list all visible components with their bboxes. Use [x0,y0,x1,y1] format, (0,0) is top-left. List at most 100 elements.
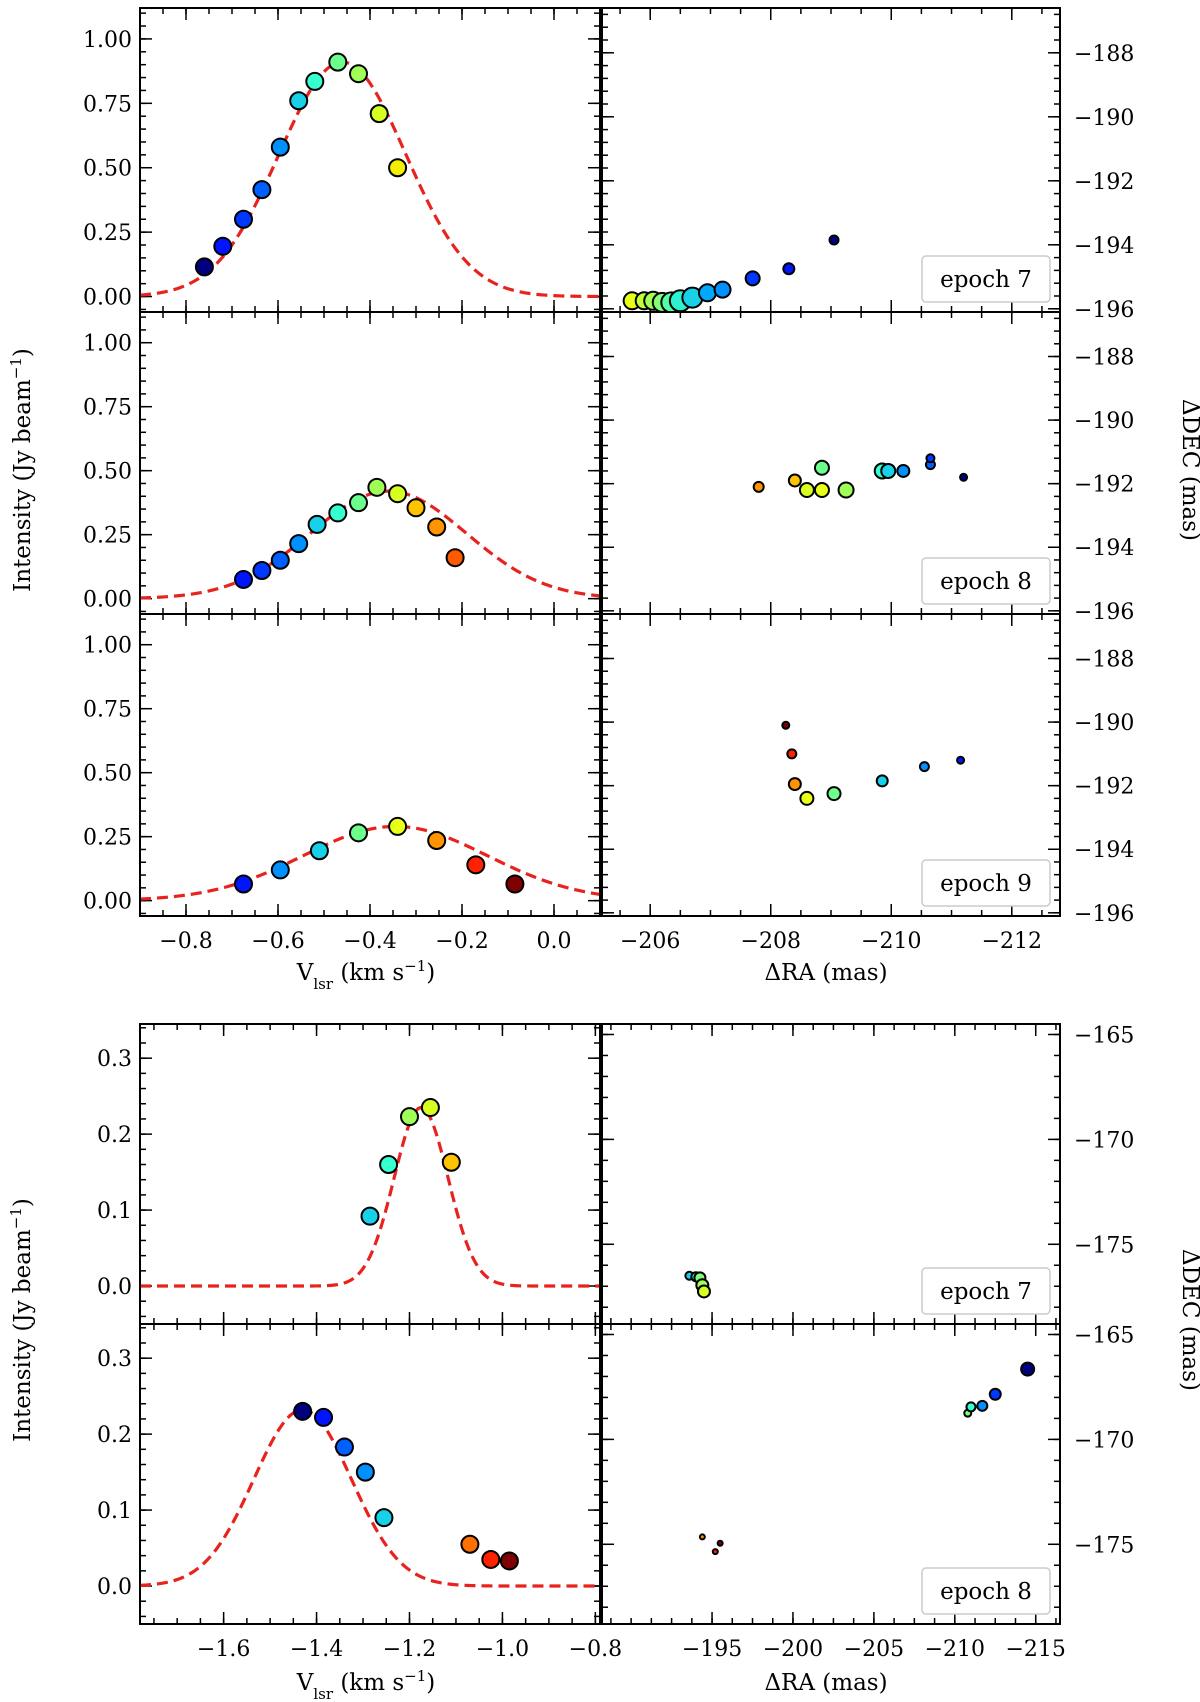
group2-ra-xlabel: ΔRA (mas) [764,1670,887,1696]
y-tick-label: 0.00 [83,286,132,311]
points-g2_spec_e8 [293,1401,519,1571]
x-tick-label: −0.8 [569,1637,622,1662]
axes-frame [601,1323,1061,1625]
data-point [880,462,897,479]
data-point [305,71,325,91]
panel-g1_spec_e8: 0.00 0.25 0.50 0.75 1.00 [83,311,601,615]
data-point [505,874,525,894]
data-point [959,472,969,482]
points-g2_spec_e7 [360,1098,461,1226]
data-point [388,816,408,836]
data-point [965,1401,977,1413]
legend-label: epoch 7 [940,267,1032,293]
data-point [837,481,855,499]
panel-g1_map_e8: −196 −194 −192 −190 −188 epoch 8 [601,311,1134,625]
data-point [716,1539,724,1547]
legend-box [921,1567,1051,1615]
y-tick-label: −192 [1074,170,1134,195]
legend-box [921,255,1051,303]
y-tick-label: 0.25 [83,221,132,246]
data-point [441,1152,461,1172]
data-point [399,1107,419,1127]
y-tick-label: 0.75 [83,92,132,117]
y-tick-label: −170 [1074,1428,1134,1453]
y-tick-label: 0.50 [83,157,132,182]
data-point [328,503,348,523]
data-point [697,283,717,303]
legend-box [921,859,1051,907]
y-tick-label: −188 [1074,648,1134,673]
data-point [388,484,408,504]
y-tick-label: −194 [1074,536,1134,561]
y-tick-label: 0.25 [83,524,132,549]
y-tick-label: 0.2 [97,1423,132,1448]
data-point [307,514,327,534]
data-point [787,777,802,792]
data-point [711,1548,719,1556]
data-point [270,550,290,570]
data-point [349,493,368,513]
y-tick-label: −196 [1074,902,1134,927]
panel-g1_spec_e7: 0.00 0.25 0.50 0.75 1.00 [83,7,601,313]
y-tick-label: 1.00 [83,332,132,357]
data-point [309,841,329,861]
points-g1_map_e8 [752,453,969,499]
data-point [293,1401,313,1421]
y-tick-label: −190 [1074,711,1134,736]
y-tick-label: −192 [1074,473,1134,498]
data-point [388,158,408,178]
data-point [355,1462,375,1482]
group1-dec-ylabel: ΔDEC (mas) [1177,399,1200,541]
y-tick-label: −175 [1074,1233,1134,1258]
data-point [826,786,842,802]
data-point [314,1407,334,1427]
data-point [234,569,253,589]
y-tick-label: −188 [1074,346,1134,371]
y-tick-label: 0.0 [97,1275,132,1300]
data-point [798,482,815,499]
y-tick-label: −190 [1074,409,1134,434]
data-point [744,270,761,287]
data-point [360,1206,380,1226]
data-point [713,280,732,299]
group1-vlsr-xlabel: Vlsr (km s−1) [296,957,436,993]
y-tick-label: 0.0 [97,1575,132,1600]
data-point [1020,1361,1036,1377]
data-point [252,180,272,200]
data-point [896,463,911,478]
data-point [828,234,840,246]
data-point [782,262,796,276]
y-tick-label: 0.75 [83,396,132,421]
y-tick-label: 0.3 [97,1047,132,1072]
data-point [481,1549,501,1569]
x-tick-label: −205 [844,1637,904,1662]
gaussian-fit-line [140,1105,600,1288]
data-point [349,823,368,843]
axes-frame [139,311,601,615]
y-tick-label: −165 [1074,1323,1134,1348]
points-g1_map_e9 [781,720,966,806]
data-point [976,1399,989,1412]
data-point [420,1098,440,1118]
x-tick-label: −215 [1006,1637,1066,1662]
data-point [328,52,348,72]
y-tick-label: 1.00 [83,28,132,53]
legend-box [921,1267,1051,1315]
panel-g1_spec_e9: −0.8 −0.6 −0.4 −0.2 0.0 0.00 0.25 0.50 0.75 1.00 [83,613,601,954]
x-tick-label: −1.6 [197,1637,250,1662]
data-point [875,774,889,788]
x-tick-label: −1.4 [290,1637,343,1662]
gaussian-fit-line [140,1408,600,1588]
x-tick-label: −212 [982,929,1042,954]
x-tick-label: −0.8 [159,929,212,954]
data-point [252,560,272,580]
axes-frame [601,613,1061,917]
data-point [698,1533,706,1541]
y-tick-label: −170 [1074,1128,1134,1153]
axes-frame [139,1323,601,1625]
x-tick-label: −195 [682,1637,742,1662]
legend-label: epoch 8 [940,1579,1032,1605]
panel-g2_map_e8: −195 −200 −205 −210 −215 −175 −170 −165 epoch 8 [601,1323,1134,1662]
data-point [289,534,309,554]
